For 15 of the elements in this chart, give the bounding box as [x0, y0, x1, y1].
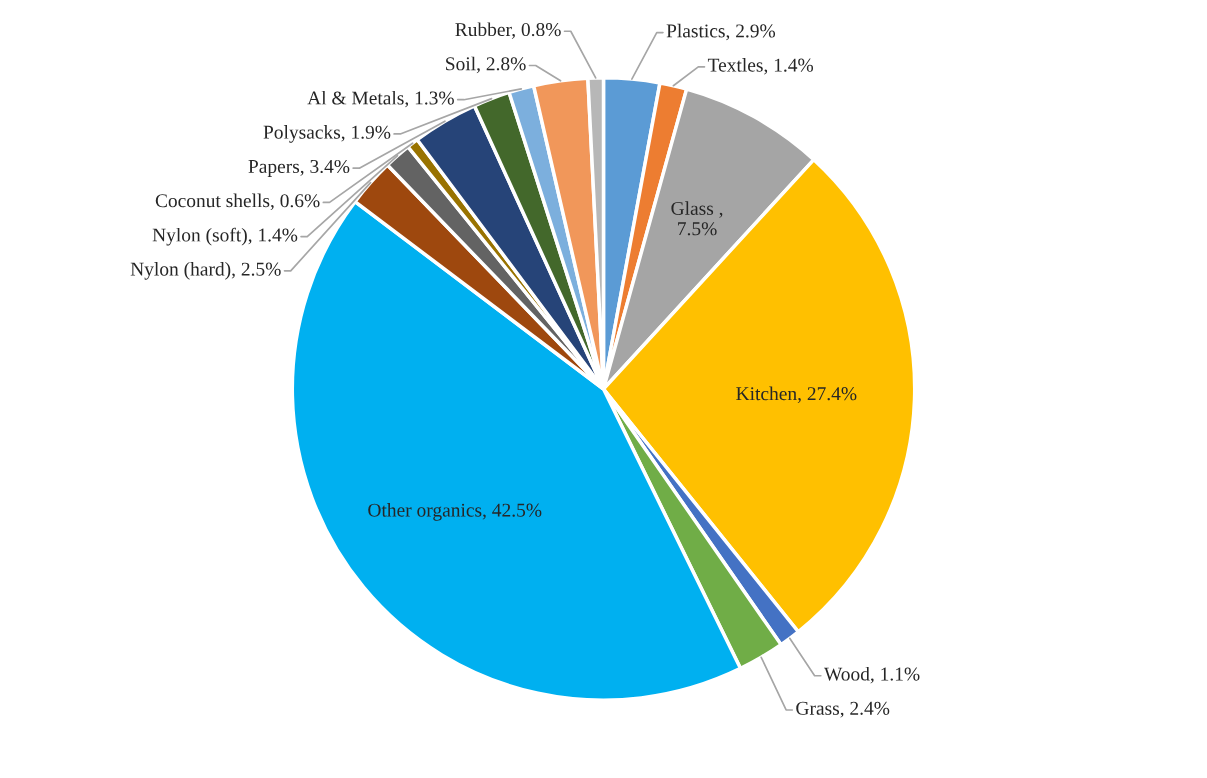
- slice-label: Kitchen, 27.4%: [736, 386, 857, 404]
- slice-label: Papers, 3.4%: [248, 159, 350, 177]
- slice-label: Soil, 2.8%: [446, 56, 526, 74]
- slice-label: Grass, 2.4%: [796, 701, 890, 718]
- slice-label: Rubber, 0.8%: [455, 22, 561, 39]
- slice-label: Coconut shells, 0.6%: [155, 193, 320, 211]
- slice-label: Glass , 7.5%: [671, 201, 723, 236]
- slice-label: Nylon (soft), 1.4%: [152, 227, 298, 246]
- slice-label: Wood, 1.1%: [823, 666, 920, 684]
- slice-label: Textles, 1.4%: [707, 58, 814, 75]
- slice-label: Al & Metals, 1.3%: [307, 90, 454, 108]
- slice-label: Nylon (hard), 2.5%: [130, 262, 281, 280]
- slice-label: Polysacks, 1.9%: [263, 125, 391, 143]
- slice-label: Other organics, 42.5%: [368, 503, 542, 521]
- slice-label: Plastics, 2.9%: [666, 23, 776, 41]
